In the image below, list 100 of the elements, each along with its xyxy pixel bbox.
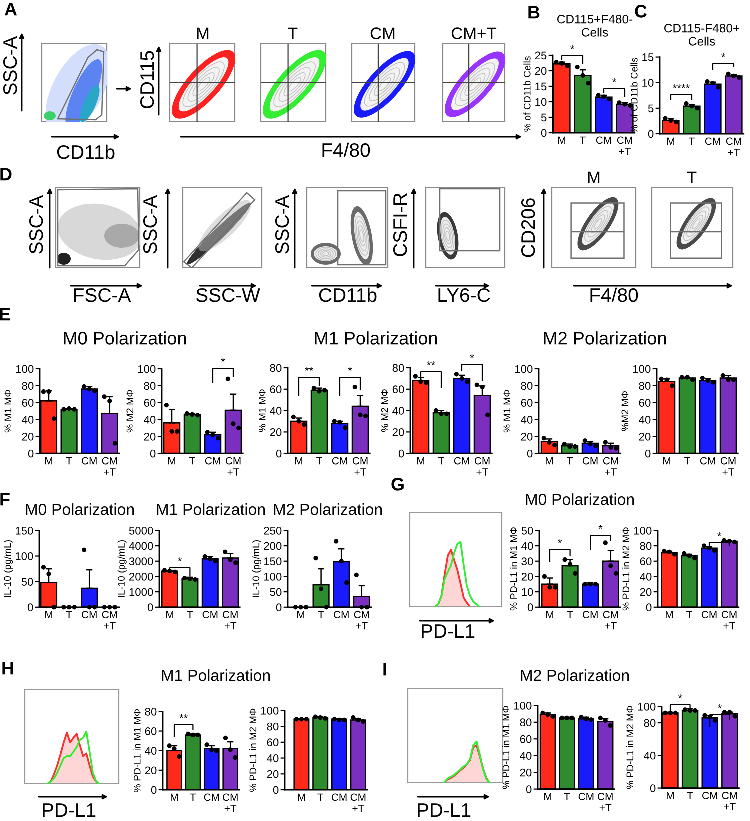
y-tick-label: 5 xyxy=(541,114,547,122)
y-tick-label: 60 xyxy=(22,399,34,407)
x-tick-label: CM +T xyxy=(102,457,118,476)
y-tick-label: 80 xyxy=(144,382,156,390)
text: H xyxy=(2,662,14,675)
x-tick-label: CM xyxy=(204,794,220,802)
annotation: * xyxy=(558,539,562,544)
x-tick-label: CM xyxy=(702,611,717,619)
y-tick-label: 0 xyxy=(645,450,651,458)
x-tick-label: M xyxy=(46,611,52,618)
x-tick-label: CM xyxy=(202,611,218,619)
x-tick-label: CM xyxy=(332,794,347,802)
y-axis-title: %M2 MΦ xyxy=(622,391,629,432)
x-tick-label: T xyxy=(190,794,196,802)
y-tick-label: 100 xyxy=(633,365,651,374)
y-tick-label: 80 xyxy=(392,364,404,372)
x-tick-label: CM xyxy=(702,792,718,800)
x-tick-label: T xyxy=(318,611,324,618)
x-tick-label: T xyxy=(438,457,444,465)
x-tick-label: M xyxy=(298,611,304,618)
y-tick-label: 100 xyxy=(638,702,656,711)
y-tick-label: 100 xyxy=(261,706,279,715)
x-tick-label: CM xyxy=(82,611,97,619)
x-tick-label: M xyxy=(668,138,674,146)
annotation: ** xyxy=(305,367,314,372)
text: F4/80 xyxy=(590,288,638,302)
y-tick-label: 100 xyxy=(514,702,532,710)
y-tick-label: 20 xyxy=(639,432,651,441)
y-tick-label: 60 xyxy=(267,738,279,747)
x-tick-label: T xyxy=(316,457,322,465)
y-tick-label: 0 xyxy=(28,450,34,458)
y-tick-label: 0 xyxy=(648,130,654,138)
annotation: * xyxy=(348,367,352,372)
x-tick-label: CM +T xyxy=(603,611,618,630)
text: SSC-W xyxy=(196,288,260,302)
y-tick-label: 100 xyxy=(515,365,533,374)
text: I xyxy=(384,663,386,676)
text: ** xyxy=(427,362,436,366)
x-tick-label: T xyxy=(66,457,72,465)
y-tick-label: 10 xyxy=(522,588,534,596)
y-tick-label: 60 xyxy=(640,558,652,566)
y-tick-label: 60 xyxy=(144,399,156,407)
x-tick-label: T xyxy=(187,611,194,618)
y-tick-label: 5000 xyxy=(129,526,154,535)
annotation: * xyxy=(178,558,182,562)
x-tick-label: T xyxy=(580,136,586,144)
annotation: ** xyxy=(180,714,188,718)
text: A xyxy=(4,3,18,16)
x-tick-label: T xyxy=(689,138,695,146)
x-tick-label: CM +T xyxy=(603,457,618,476)
x-axis-title: PD-L1 xyxy=(422,624,475,638)
y-tick-label: 0 xyxy=(151,786,157,794)
x-tick-label: M xyxy=(664,457,670,465)
x-tick-label: M xyxy=(667,792,674,800)
x-tick-label: M xyxy=(666,611,673,618)
y-axis-title: % M1 MΦ xyxy=(504,390,511,433)
chart-title: M0 Polarization xyxy=(26,504,134,516)
annotation: * xyxy=(718,704,722,708)
y-tick-label: 10 xyxy=(536,98,547,106)
y-axis-title: % PD-L1 in M1 MΦ xyxy=(502,706,510,790)
y-tick-label: 0 xyxy=(527,450,533,458)
y-tick-label: 30 xyxy=(522,558,534,566)
y-tick-label: 80 xyxy=(22,382,34,390)
y-axis-title: % M2 MΦ xyxy=(381,390,388,432)
text: * xyxy=(221,358,226,362)
x-tick-label: CM xyxy=(82,457,97,465)
y-axis-title: % M1 MΦ xyxy=(258,390,266,432)
x-tick-label: M xyxy=(418,457,424,465)
y-tick-label: 40 xyxy=(520,752,532,760)
x-tick-label: CM +T xyxy=(598,793,613,812)
chart-title: M1 Polarization xyxy=(157,504,266,516)
x-tick-label: T xyxy=(567,611,574,618)
y-axis-title: % PD-L1 in M2 MΦ xyxy=(249,708,257,792)
text: * xyxy=(598,525,603,529)
y-tick-label: 80 xyxy=(267,722,279,731)
x-tick-label: CM +T xyxy=(223,611,238,630)
y-tick-label: 5 xyxy=(648,104,654,113)
y-tick-label: 100 xyxy=(16,365,34,374)
x-axis-title: PD-L1 xyxy=(418,804,471,818)
y-axis-title: % PD-L1 in M2 MΦ xyxy=(626,706,634,790)
y-tick-label: 80 xyxy=(270,364,282,372)
y-tick-label: 40 xyxy=(22,416,34,424)
x-tick-label: T xyxy=(564,793,570,800)
x-tick-label: CM +T xyxy=(352,457,368,476)
text: M xyxy=(197,28,209,40)
x-tick-label: CM +T xyxy=(354,611,370,630)
x-tick-label: CM +T xyxy=(474,457,490,476)
x-tick-label: CM +T xyxy=(102,611,118,630)
text: T xyxy=(288,28,298,40)
x-tick-label: CM xyxy=(583,611,598,619)
x-tick-label: CM +T xyxy=(223,794,238,812)
x-tick-label: M xyxy=(546,611,554,618)
y-tick-label: 0 xyxy=(528,604,534,612)
text: CM xyxy=(370,28,395,40)
y-tick-label: 15 xyxy=(536,82,547,91)
x-tick-label: CM xyxy=(700,457,716,465)
annotation: * xyxy=(718,532,722,536)
y-tick-label: 150 xyxy=(264,558,282,566)
y-tick-label: 60 xyxy=(392,386,404,394)
y-tick-label: 50 xyxy=(522,526,534,535)
